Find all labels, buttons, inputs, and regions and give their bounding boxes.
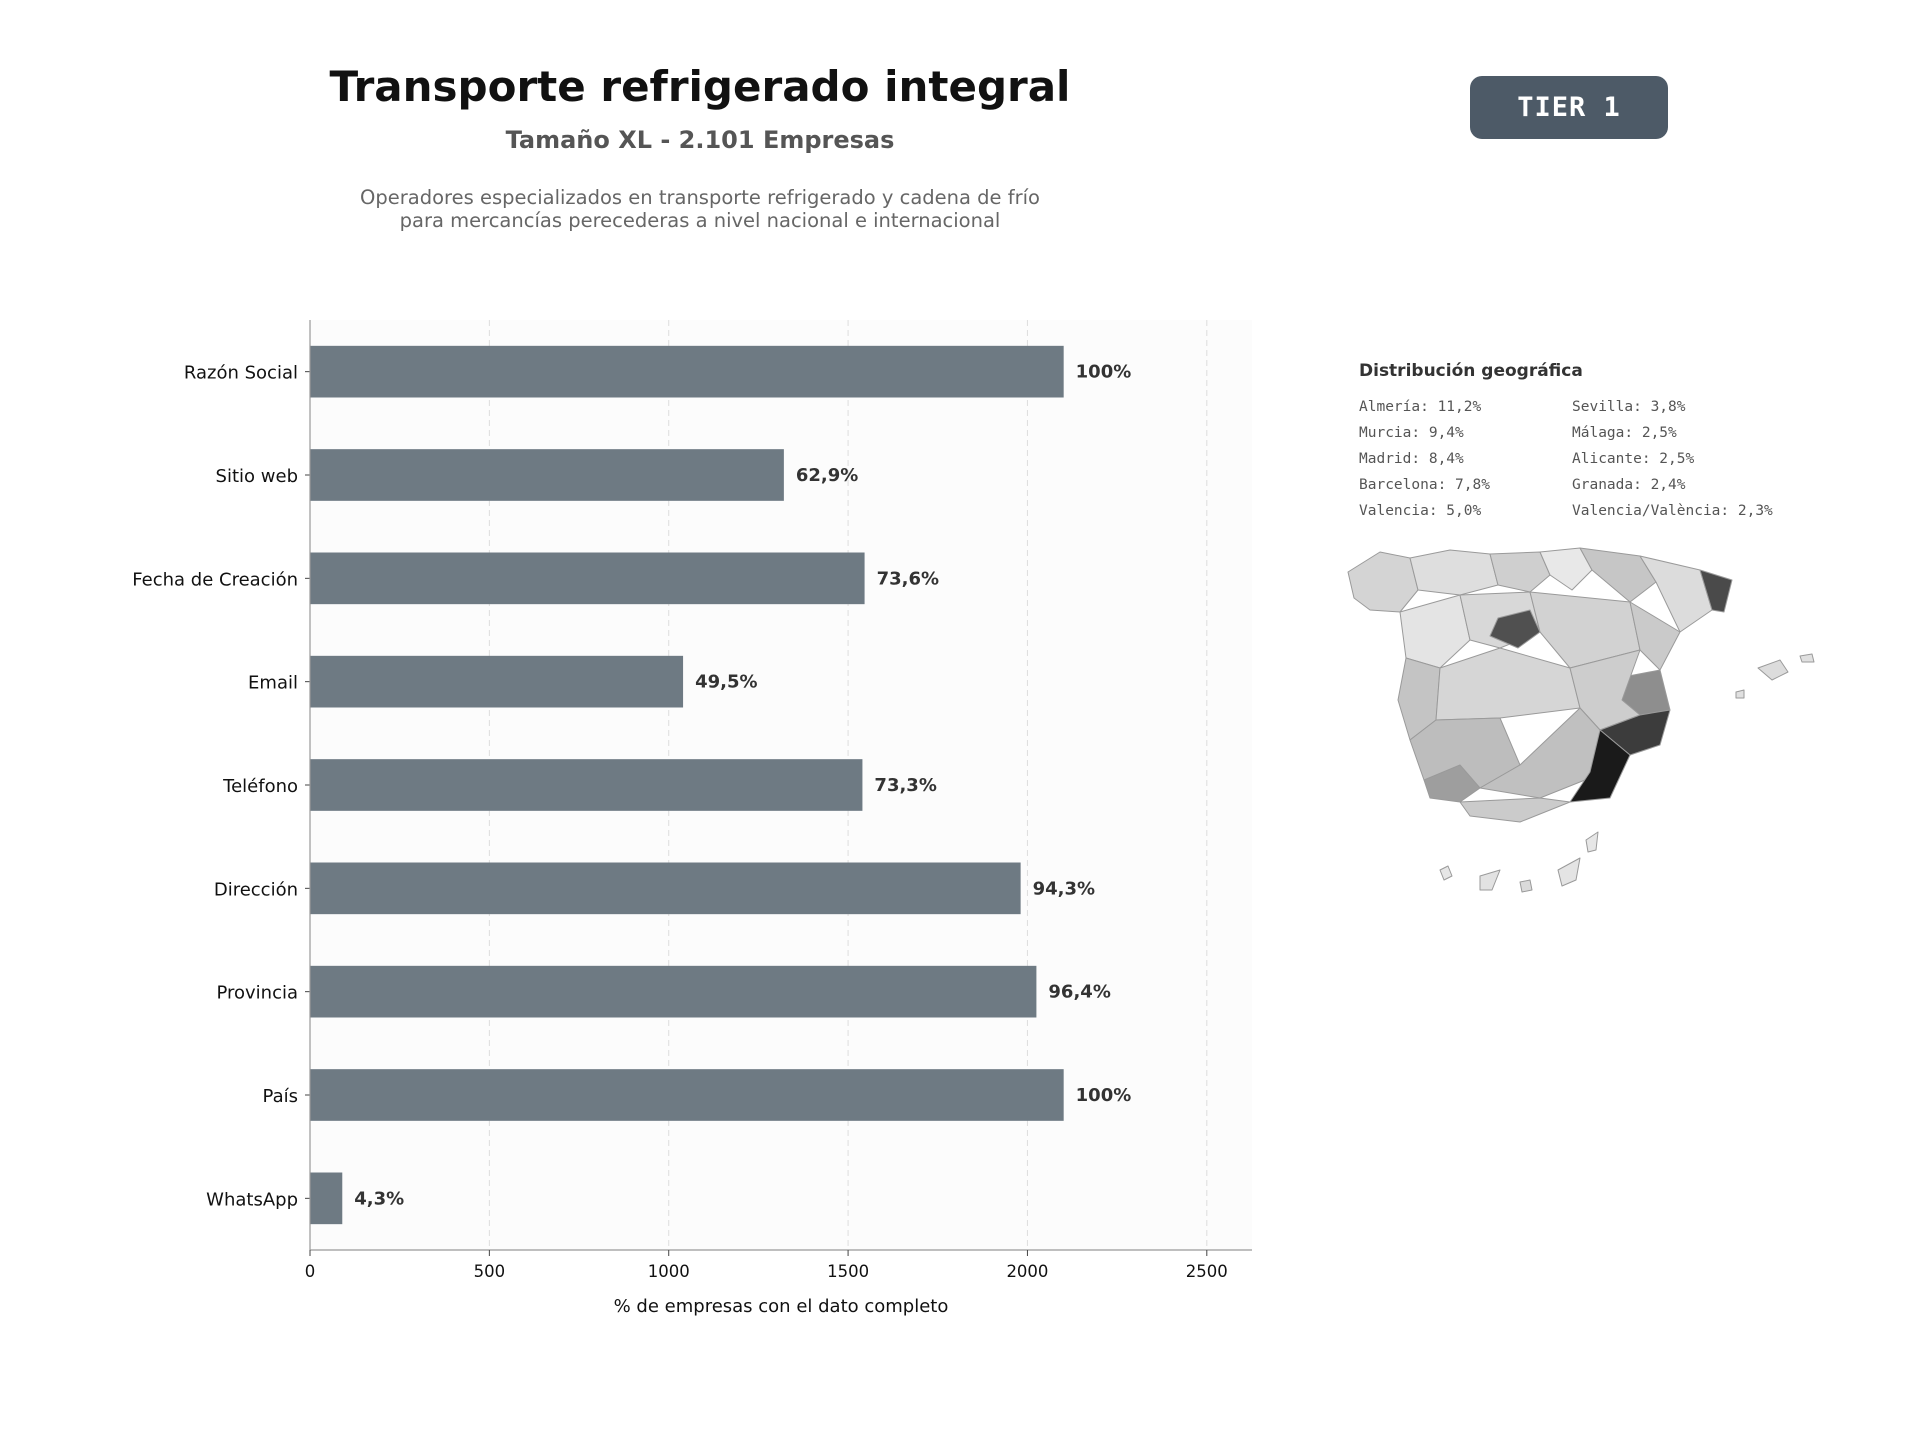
bar-chart: 100% Razón Social 62,9% Sitio web 73,6% Fecha… bbox=[132, 320, 1252, 1317]
geo-distribution-list: Almería: 11,2% Sevilla: 3,8% Murcia: 9,4… bbox=[1359, 398, 1799, 521]
y-tick-label: País bbox=[263, 1086, 298, 1107]
geo-item: Murcia: 9,4% bbox=[1359, 425, 1464, 441]
geo-item: Almería: 11,2% bbox=[1359, 399, 1482, 415]
map-region bbox=[1599, 709, 1671, 756]
page-subtitle: Tamaño XL - 2.101 Empresas bbox=[505, 126, 895, 154]
map-region bbox=[1557, 857, 1581, 887]
x-tick-label: 1000 bbox=[648, 1262, 690, 1281]
geo-item: Alicante: 2,5% bbox=[1572, 451, 1695, 467]
geo-item: Málaga: 2,5% bbox=[1572, 425, 1677, 441]
map-region bbox=[1347, 551, 1419, 613]
x-tick-label: 500 bbox=[474, 1262, 506, 1281]
geo-distribution-title: Distribución geográfica bbox=[1359, 361, 1583, 381]
page-description: Operadores especializados en transporte … bbox=[240, 186, 1160, 232]
x-tick-label: 0 bbox=[305, 1262, 316, 1281]
bar bbox=[310, 1172, 343, 1225]
page-title: Transporte refrigerado integral bbox=[329, 62, 1071, 111]
geo-item: Valencia/València: 2,3% bbox=[1572, 503, 1773, 519]
map-region bbox=[1799, 653, 1815, 663]
map-region bbox=[1519, 879, 1533, 893]
data-label: 73,3% bbox=[874, 775, 936, 796]
data-label: 100% bbox=[1076, 1085, 1132, 1106]
map-region bbox=[1699, 569, 1733, 613]
x-axis-label: % de empresas con el dato completo bbox=[614, 1296, 949, 1317]
data-label: 49,5% bbox=[695, 672, 757, 693]
tier-badge: TIER 1 bbox=[1470, 76, 1668, 139]
data-label: 4,3% bbox=[354, 1188, 404, 1209]
map-region bbox=[1399, 594, 1471, 669]
map-region bbox=[1479, 869, 1501, 891]
geo-item: Madrid: 8,4% bbox=[1359, 451, 1464, 467]
bar bbox=[310, 449, 784, 501]
bar bbox=[310, 655, 684, 708]
data-label: 73,6% bbox=[877, 568, 939, 589]
data-label: 62,9% bbox=[796, 465, 858, 486]
bar bbox=[310, 1069, 1064, 1121]
bar bbox=[310, 862, 1021, 915]
description-line-1: Operadores especializados en transporte … bbox=[360, 186, 1040, 209]
spain-choropleth-map bbox=[1347, 547, 1815, 893]
description-line-2: para mercancías perecederas a nivel naci… bbox=[399, 209, 1001, 232]
bar bbox=[310, 552, 865, 605]
map-region bbox=[1423, 764, 1481, 803]
bar bbox=[310, 759, 863, 811]
map-region bbox=[1569, 729, 1631, 803]
map-region bbox=[1735, 689, 1745, 699]
bar bbox=[310, 965, 1037, 1018]
y-tick-label: WhatsApp bbox=[206, 1189, 298, 1210]
map-region bbox=[1579, 547, 1657, 603]
map-region bbox=[1757, 659, 1789, 681]
x-tick-label: 1500 bbox=[827, 1262, 869, 1281]
y-tick-label: Fecha de Creación bbox=[132, 569, 298, 590]
data-label: 100% bbox=[1076, 362, 1132, 383]
x-tick-label: 2500 bbox=[1186, 1262, 1228, 1281]
x-tick-label: 2000 bbox=[1006, 1262, 1048, 1281]
y-tick-label: Teléfono bbox=[222, 776, 298, 797]
data-label: 94,3% bbox=[1033, 878, 1095, 899]
geo-item: Barcelona: 7,8% bbox=[1359, 477, 1490, 493]
y-tick-label: Razón Social bbox=[184, 363, 298, 384]
map-region bbox=[1459, 797, 1571, 823]
y-tick-label: Dirección bbox=[214, 879, 298, 900]
geo-item: Valencia: 5,0% bbox=[1359, 503, 1482, 519]
geo-item: Granada: 2,4% bbox=[1572, 477, 1686, 493]
y-tick-label: Email bbox=[248, 673, 298, 694]
bar bbox=[310, 345, 1064, 398]
y-tick-label: Provincia bbox=[216, 983, 298, 1004]
map-region bbox=[1435, 647, 1581, 721]
geo-item: Sevilla: 3,8% bbox=[1572, 399, 1686, 415]
map-region bbox=[1539, 547, 1593, 591]
map-region bbox=[1489, 609, 1541, 649]
data-label: 96,4% bbox=[1048, 982, 1110, 1003]
map-region bbox=[1585, 831, 1599, 853]
map-region bbox=[1409, 549, 1499, 596]
y-tick-label: Sitio web bbox=[216, 466, 298, 487]
map-region bbox=[1439, 865, 1453, 881]
map-region bbox=[1639, 555, 1713, 633]
map-region bbox=[1489, 551, 1551, 593]
